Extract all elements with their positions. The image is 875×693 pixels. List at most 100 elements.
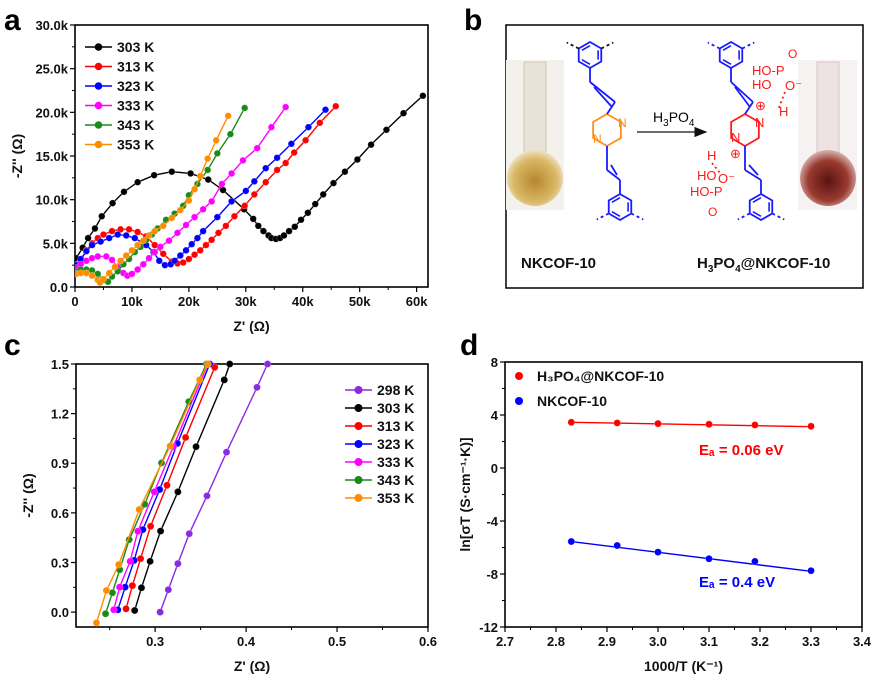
data-point xyxy=(159,222,167,230)
data-point xyxy=(654,548,662,556)
data-point xyxy=(329,179,338,187)
legend-marker xyxy=(94,140,103,149)
legend-marker xyxy=(94,82,103,90)
legend-label: 323 K xyxy=(117,78,154,94)
data-point xyxy=(182,221,190,229)
data-point xyxy=(114,231,122,239)
bond xyxy=(771,212,785,221)
bond xyxy=(734,86,751,108)
data-point xyxy=(222,448,231,456)
data-point xyxy=(91,224,99,233)
data-point xyxy=(807,566,815,575)
data-point xyxy=(134,178,142,186)
series-333-k xyxy=(75,103,290,280)
label-nkcof-10: NKCOF-10 xyxy=(521,255,596,272)
data-point xyxy=(128,581,137,590)
data-point xyxy=(282,103,290,111)
legend-item: 343 K xyxy=(85,117,154,133)
data-point xyxy=(654,419,662,428)
x-tick-label: 50k xyxy=(349,294,371,309)
data-point xyxy=(134,228,142,236)
data-point xyxy=(145,254,153,262)
data-point xyxy=(139,237,147,245)
data-point xyxy=(176,206,184,214)
series-line xyxy=(75,106,287,277)
data-point xyxy=(353,155,362,164)
data-point xyxy=(227,197,236,206)
data-point xyxy=(267,123,276,131)
data-point xyxy=(239,156,247,164)
data-point xyxy=(259,227,268,235)
data-point xyxy=(262,178,270,186)
activation-energy-label: Eₐ = 0.06 eV xyxy=(699,442,783,459)
legend-marker xyxy=(354,386,363,394)
bond xyxy=(610,164,618,176)
legend-marker xyxy=(94,62,103,71)
data-point xyxy=(190,251,199,259)
legend-label: 343 K xyxy=(117,117,154,133)
legend-marker xyxy=(515,397,523,405)
atom-label: O xyxy=(788,47,797,61)
y-tick-label: 15.0k xyxy=(35,149,68,164)
data-point xyxy=(280,231,288,240)
data-point xyxy=(134,241,142,249)
legend-label: 353 K xyxy=(117,137,154,153)
x-tick-label: 0 xyxy=(71,294,78,309)
data-point xyxy=(88,241,96,249)
x-tick-label: 2.9 xyxy=(598,634,616,649)
series-343-k xyxy=(101,360,211,618)
data-point xyxy=(241,104,249,112)
data-point xyxy=(131,234,139,242)
bond xyxy=(606,101,616,115)
data-point xyxy=(204,175,212,184)
series-line xyxy=(76,109,327,266)
panel-d-arrhenius-plot: 2.7 2.8 2.9 3.0 3.1 3.2 3.3 3.4 -12 -8 -4 0 4 8 1000/T… xyxy=(457,355,872,674)
x-tick-label: 60k xyxy=(406,294,428,309)
data-point xyxy=(105,234,113,242)
data-point xyxy=(304,209,312,217)
legend-item: 323 K xyxy=(85,78,154,94)
data-point xyxy=(807,422,815,431)
data-point xyxy=(185,255,193,263)
bond xyxy=(589,81,616,103)
x-tick-label: 0.4 xyxy=(237,634,256,649)
data-point xyxy=(297,216,305,224)
y-tick-label: -12 xyxy=(479,620,498,635)
data-point xyxy=(214,229,223,237)
data-point xyxy=(291,223,299,231)
data-point xyxy=(150,171,158,179)
data-point xyxy=(199,205,207,213)
data-point xyxy=(156,527,165,535)
data-point xyxy=(208,236,216,244)
data-point xyxy=(273,166,281,174)
legend-marker xyxy=(94,101,103,110)
panel-a-nyquist-plot: 0 10k 20k 30k 40k 50k 60k 0.0 5.0k 10.0k 15.0k 20.0… xyxy=(9,18,429,334)
y-tick-label: 0.3 xyxy=(51,555,69,570)
series-nkcof-10 xyxy=(567,537,815,575)
legend-marker xyxy=(354,440,363,448)
series-line xyxy=(133,363,231,611)
legend-label: 313 K xyxy=(117,59,154,75)
data-point xyxy=(168,168,176,176)
data-point xyxy=(126,557,134,566)
data-point xyxy=(174,559,182,568)
atom-label: N xyxy=(731,130,740,145)
data-point xyxy=(150,488,159,496)
data-point xyxy=(227,169,236,178)
series-313-k xyxy=(122,363,219,613)
bond xyxy=(707,41,721,50)
benzene-ring xyxy=(748,192,774,222)
legend-marker xyxy=(354,458,363,466)
data-point xyxy=(84,234,92,242)
data-point xyxy=(156,243,165,251)
legend-label: 333 K xyxy=(377,454,414,470)
benzene-ring xyxy=(607,192,633,222)
data-point xyxy=(287,140,295,148)
double-bond xyxy=(611,210,621,218)
data-point xyxy=(613,541,622,550)
data-point xyxy=(146,557,154,566)
y-tick-label: 30.0k xyxy=(35,18,68,33)
data-point xyxy=(319,190,327,199)
data-point xyxy=(99,275,108,283)
atom-label: H xyxy=(779,104,788,119)
